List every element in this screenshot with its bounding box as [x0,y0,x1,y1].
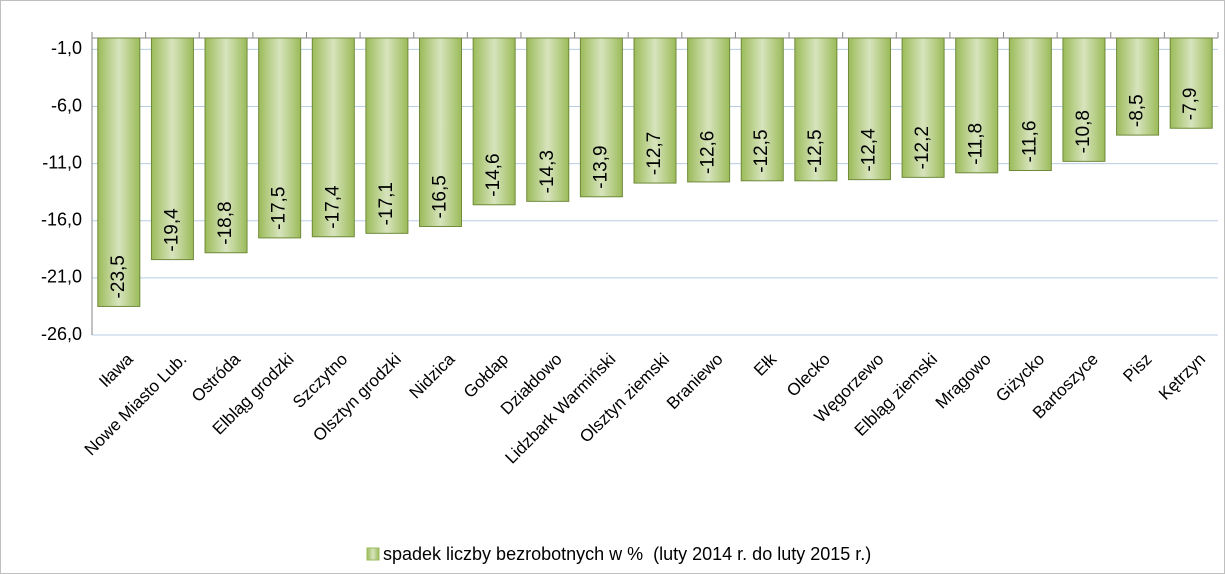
value-label: -8,5 [1127,94,1148,127]
value-label: -17,1 [376,182,397,225]
bar [1008,37,1052,172]
bar [150,37,194,261]
bar [794,37,838,182]
value-label: -12,2 [912,126,933,169]
value-label: -17,4 [322,185,343,229]
bar [97,37,141,307]
y-tick-label: -16,0 [41,210,82,230]
bar [419,37,463,227]
bar [258,37,302,239]
y-tick-label: -1,0 [51,38,82,58]
value-label: -12,5 [751,129,772,172]
bar [526,37,570,202]
bar [204,37,248,254]
value-label: -23,5 [108,255,129,298]
bar [1062,37,1106,162]
y-tick-label: -11,0 [42,152,82,172]
bar [472,37,516,206]
legend-swatch [366,547,380,561]
bar [687,37,731,183]
bar [1169,37,1213,129]
value-label: -18,8 [215,201,236,244]
y-tick-label: -26,0 [41,324,82,344]
legend: spadek liczby bezrobotnych w % (luty 201… [366,544,871,564]
bar [740,37,784,182]
y-tick-label: -21,0 [41,267,82,287]
value-label: -7,9 [1180,87,1201,120]
value-label: -11,6 [1019,121,1040,163]
value-label: -14,3 [537,150,558,193]
value-label: -16,5 [430,175,451,218]
value-label: -17,5 [269,187,290,230]
bar [847,37,891,181]
value-label: -12,4 [858,128,879,172]
value-label: -19,4 [161,208,182,252]
bar [633,37,677,184]
bar [579,37,623,198]
bar [955,37,999,174]
legend-label: spadek liczby bezrobotnych w % (luty 201… [383,544,871,564]
value-label: -12,5 [805,129,826,172]
bar [901,37,945,178]
bar [311,37,355,238]
value-label: -12,6 [698,131,719,174]
value-label: -11,8 [966,123,987,165]
value-label: -14,6 [483,153,504,196]
y-tick-label: -6,0 [51,95,82,115]
value-label: -10,8 [1073,110,1094,153]
value-label: -12,7 [644,132,665,175]
value-label: -13,9 [590,145,611,188]
bar [1116,37,1160,136]
bar [365,37,409,234]
